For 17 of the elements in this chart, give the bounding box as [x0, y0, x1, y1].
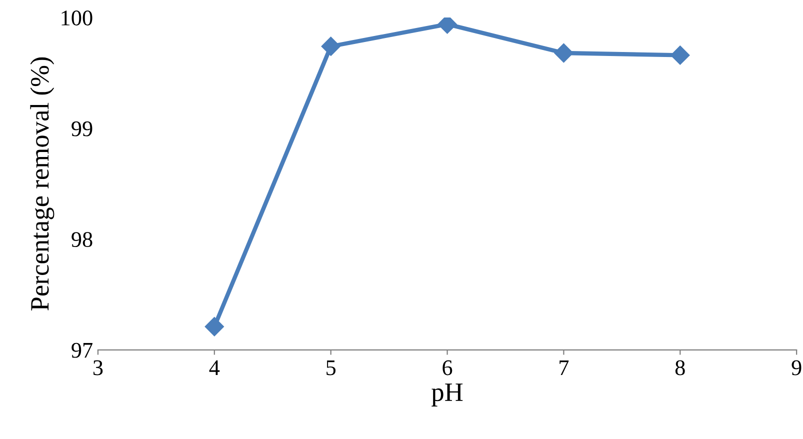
point — [204, 317, 224, 336]
x-tick-label: 8 — [675, 360, 685, 376]
x-tick-label: 7 — [560, 360, 569, 376]
y-tick-label: 98 — [72, 232, 92, 248]
point — [554, 43, 574, 63]
x-tick-label: 9 — [792, 360, 802, 376]
x-axis-title: pH — [432, 384, 463, 406]
x-tick-label: 3 — [93, 360, 103, 376]
y-tick-label: 99 — [72, 121, 92, 136]
x-tick-label: 6 — [442, 360, 452, 376]
y-axis-title: Percentage removal (%) — [30, 57, 54, 310]
point — [670, 46, 690, 65]
x-tick-label: 5 — [326, 360, 336, 376]
point — [321, 36, 340, 56]
x-tick-label: 4 — [209, 360, 220, 376]
y-tick-label: 97 — [72, 342, 92, 358]
y-tick-label: 100 — [62, 10, 92, 26]
